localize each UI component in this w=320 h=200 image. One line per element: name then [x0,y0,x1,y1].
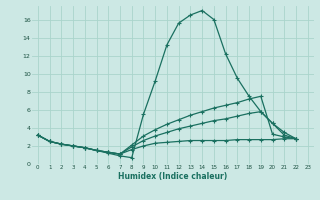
X-axis label: Humidex (Indice chaleur): Humidex (Indice chaleur) [118,172,228,181]
